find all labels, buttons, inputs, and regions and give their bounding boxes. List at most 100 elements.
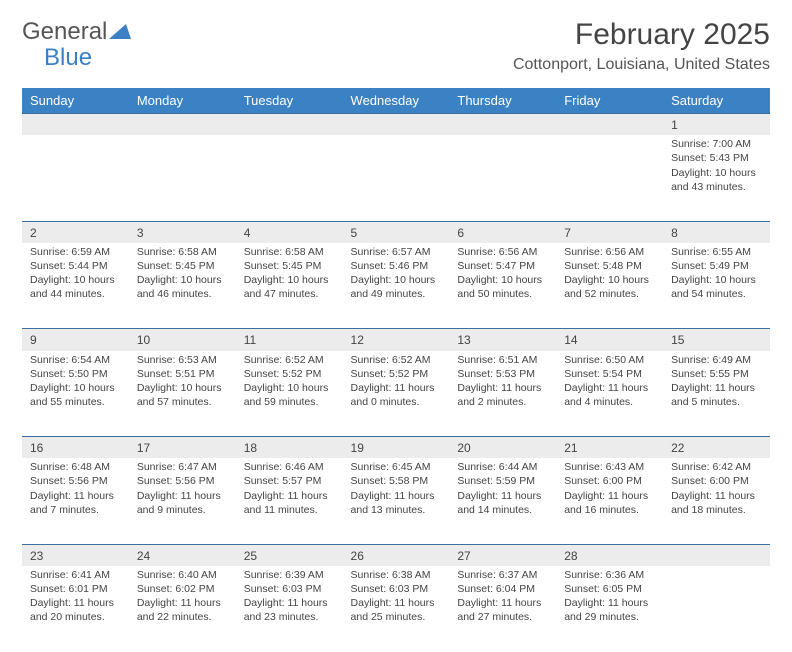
- day-number: [129, 114, 236, 136]
- day-line: Sunset: 6:00 PM: [671, 474, 762, 488]
- day-number: [556, 114, 663, 136]
- day-number: 9: [22, 329, 129, 351]
- day-line: Sunset: 5:54 PM: [564, 367, 655, 381]
- day-line: Sunrise: 6:47 AM: [137, 460, 228, 474]
- day-line: Sunset: 5:51 PM: [137, 367, 228, 381]
- day-line: Daylight: 11 hours and 11 minutes.: [244, 489, 335, 517]
- calendar-table: SundayMondayTuesdayWednesdayThursdayFrid…: [22, 88, 770, 652]
- day-cell: Sunrise: 7:00 AMSunset: 5:43 PMDaylight:…: [663, 135, 770, 221]
- day-line: Sunset: 6:03 PM: [351, 582, 442, 596]
- day-line: Sunset: 5:52 PM: [351, 367, 442, 381]
- day-line: Daylight: 11 hours and 7 minutes.: [30, 489, 121, 517]
- day-cell: Sunrise: 6:47 AMSunset: 5:56 PMDaylight:…: [129, 458, 236, 544]
- day-cell: Sunrise: 6:50 AMSunset: 5:54 PMDaylight:…: [556, 351, 663, 437]
- day-line: Sunrise: 6:38 AM: [351, 568, 442, 582]
- title-block: February 2025 Cottonport, Louisiana, Uni…: [513, 18, 770, 74]
- day-line: Sunrise: 6:58 AM: [244, 245, 335, 259]
- day-cell: Sunrise: 6:40 AMSunset: 6:02 PMDaylight:…: [129, 566, 236, 652]
- day-line: Daylight: 11 hours and 22 minutes.: [137, 596, 228, 624]
- day-line: Sunset: 5:59 PM: [457, 474, 548, 488]
- day-line: Daylight: 10 hours and 52 minutes.: [564, 273, 655, 301]
- day-cell: Sunrise: 6:44 AMSunset: 5:59 PMDaylight:…: [449, 458, 556, 544]
- day-line: Daylight: 11 hours and 27 minutes.: [457, 596, 548, 624]
- day-number: 5: [343, 221, 450, 243]
- day-line: Sunrise: 6:51 AM: [457, 353, 548, 367]
- day-line: Daylight: 10 hours and 43 minutes.: [671, 166, 762, 194]
- day-line: Sunrise: 6:53 AM: [137, 353, 228, 367]
- day-line: Daylight: 11 hours and 0 minutes.: [351, 381, 442, 409]
- day-line: Sunrise: 6:58 AM: [137, 245, 228, 259]
- day-cell: Sunrise: 6:59 AMSunset: 5:44 PMDaylight:…: [22, 243, 129, 329]
- day-cell: Sunrise: 6:57 AMSunset: 5:46 PMDaylight:…: [343, 243, 450, 329]
- day-line: Sunset: 5:55 PM: [671, 367, 762, 381]
- day-cell: Sunrise: 6:42 AMSunset: 6:00 PMDaylight:…: [663, 458, 770, 544]
- day-line: Daylight: 11 hours and 14 minutes.: [457, 489, 548, 517]
- day-line: Sunset: 6:00 PM: [564, 474, 655, 488]
- day-cell: Sunrise: 6:58 AMSunset: 5:45 PMDaylight:…: [129, 243, 236, 329]
- content-row: Sunrise: 6:59 AMSunset: 5:44 PMDaylight:…: [22, 243, 770, 329]
- day-number: 7: [556, 221, 663, 243]
- day-line: Sunset: 5:46 PM: [351, 259, 442, 273]
- day-line: Sunset: 5:53 PM: [457, 367, 548, 381]
- day-cell: Sunrise: 6:39 AMSunset: 6:03 PMDaylight:…: [236, 566, 343, 652]
- day-cell: Sunrise: 6:49 AMSunset: 5:55 PMDaylight:…: [663, 351, 770, 437]
- day-number: 4: [236, 221, 343, 243]
- day-number: 21: [556, 437, 663, 459]
- day-line: Sunset: 5:45 PM: [137, 259, 228, 273]
- day-line: Sunset: 5:56 PM: [137, 474, 228, 488]
- day-line: Daylight: 11 hours and 29 minutes.: [564, 596, 655, 624]
- day-line: Sunrise: 6:36 AM: [564, 568, 655, 582]
- day-line: Daylight: 11 hours and 2 minutes.: [457, 381, 548, 409]
- triangle-icon: [109, 21, 131, 44]
- day-number: 28: [556, 544, 663, 566]
- day-line: Daylight: 11 hours and 25 minutes.: [351, 596, 442, 624]
- day-line: Sunset: 5:57 PM: [244, 474, 335, 488]
- day-cell: Sunrise: 6:45 AMSunset: 5:58 PMDaylight:…: [343, 458, 450, 544]
- day-line: Sunrise: 6:52 AM: [244, 353, 335, 367]
- day-line: Sunrise: 7:00 AM: [671, 137, 762, 151]
- day-line: Daylight: 11 hours and 18 minutes.: [671, 489, 762, 517]
- day-cell: [663, 566, 770, 652]
- day-line: Sunrise: 6:50 AM: [564, 353, 655, 367]
- day-header: Wednesday: [343, 88, 450, 114]
- day-number: 6: [449, 221, 556, 243]
- day-cell: [129, 135, 236, 221]
- day-number: 22: [663, 437, 770, 459]
- day-number: 14: [556, 329, 663, 351]
- day-line: Sunrise: 6:59 AM: [30, 245, 121, 259]
- day-number: 10: [129, 329, 236, 351]
- day-number: 3: [129, 221, 236, 243]
- day-line: Sunrise: 6:43 AM: [564, 460, 655, 474]
- daynum-row: 232425262728: [22, 544, 770, 566]
- month-title: February 2025: [513, 18, 770, 52]
- day-line: Daylight: 10 hours and 44 minutes.: [30, 273, 121, 301]
- logo: General: [22, 18, 133, 46]
- logo-word2-wrap: Blue: [22, 44, 92, 72]
- day-cell: Sunrise: 6:52 AMSunset: 5:52 PMDaylight:…: [343, 351, 450, 437]
- day-line: Daylight: 10 hours and 54 minutes.: [671, 273, 762, 301]
- daynum-row: 9101112131415: [22, 329, 770, 351]
- calendar-head: SundayMondayTuesdayWednesdayThursdayFrid…: [22, 88, 770, 114]
- day-cell: Sunrise: 6:58 AMSunset: 5:45 PMDaylight:…: [236, 243, 343, 329]
- day-line: Sunset: 5:43 PM: [671, 151, 762, 165]
- day-line: Sunrise: 6:49 AM: [671, 353, 762, 367]
- day-line: Sunrise: 6:48 AM: [30, 460, 121, 474]
- day-cell: [22, 135, 129, 221]
- day-line: Daylight: 10 hours and 47 minutes.: [244, 273, 335, 301]
- day-number: 18: [236, 437, 343, 459]
- daynum-row: 16171819202122: [22, 437, 770, 459]
- day-number: 20: [449, 437, 556, 459]
- day-number: 24: [129, 544, 236, 566]
- day-line: Sunrise: 6:52 AM: [351, 353, 442, 367]
- day-header: Friday: [556, 88, 663, 114]
- day-line: Daylight: 10 hours and 59 minutes.: [244, 381, 335, 409]
- day-cell: [556, 135, 663, 221]
- day-line: Daylight: 11 hours and 23 minutes.: [244, 596, 335, 624]
- day-number: 13: [449, 329, 556, 351]
- day-line: Sunset: 6:04 PM: [457, 582, 548, 596]
- day-cell: Sunrise: 6:51 AMSunset: 5:53 PMDaylight:…: [449, 351, 556, 437]
- day-line: Sunset: 6:05 PM: [564, 582, 655, 596]
- day-number: 19: [343, 437, 450, 459]
- day-cell: Sunrise: 6:56 AMSunset: 5:47 PMDaylight:…: [449, 243, 556, 329]
- day-line: Sunset: 5:47 PM: [457, 259, 548, 273]
